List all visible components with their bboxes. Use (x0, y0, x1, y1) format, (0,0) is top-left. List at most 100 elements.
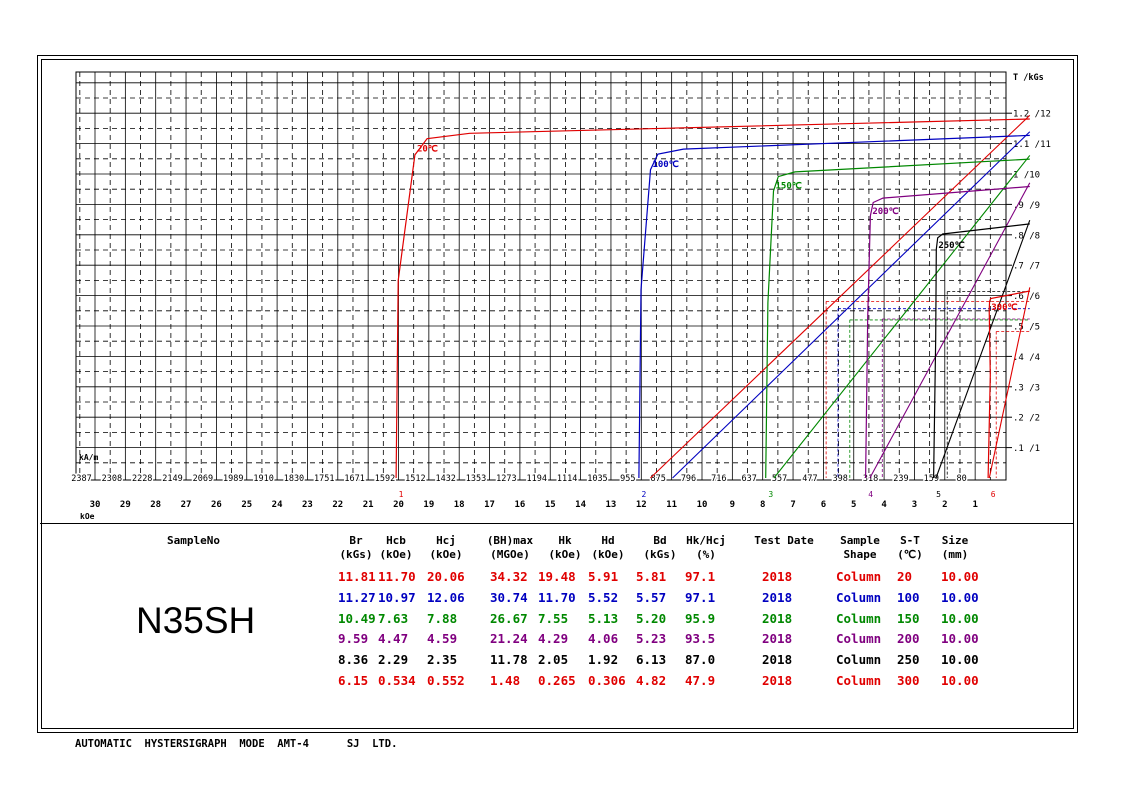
table-cell: 10.00 (941, 589, 979, 605)
table-cell: 10.00 (941, 569, 979, 584)
curve-temp-label: 20℃ (417, 144, 438, 155)
column-header: Sample Shape (830, 534, 890, 562)
x-tick-label-koe: 3 (912, 500, 917, 510)
column-header-unit: (kOe) (548, 548, 582, 561)
y-tick-label: .5 /5 (1013, 323, 1040, 333)
table-cell: Column (836, 673, 882, 688)
x-tick-label-koe: 10 (697, 500, 708, 510)
x-tick-label-kam: 477 (802, 474, 817, 484)
y-tick-label: .3 /3 (1013, 383, 1040, 393)
table-cell: 5.20 (636, 610, 667, 626)
table-cell: 2.29 (378, 652, 409, 668)
x-tick-label-koe: 23 (302, 500, 313, 510)
x-tick-label-koe: 28 (150, 500, 161, 510)
column-header-name: Size (941, 534, 969, 547)
x-tick-label-koe: 5 (851, 500, 856, 510)
sample-no-header: SampleNo (167, 534, 220, 547)
curve-j-2 (638, 134, 1030, 479)
column-header: Hk (kOe) (542, 534, 588, 562)
x-tick-label-kam: 716 (711, 474, 726, 484)
table-cell: 20 (897, 569, 913, 584)
x-tick-label-koe: 8 (760, 500, 765, 510)
table-cell: Column (836, 652, 882, 668)
curve-b-3 (773, 155, 1031, 479)
x-tick-label-koe: 19 (423, 500, 434, 510)
table-cell: 4.29 (538, 631, 569, 647)
table-cell: 10.49 (338, 610, 376, 626)
table-cell: 2018 (762, 652, 793, 668)
table-cell: 6.13 (636, 652, 667, 668)
table-cell: 2018 (762, 673, 793, 688)
x-tick-label-kam: 2308 (102, 474, 122, 484)
curve-j-5 (933, 223, 1030, 479)
curve-j-1 (395, 118, 1030, 479)
curve-temp-label: 300℃ (991, 302, 1017, 313)
column-header-name: Hcb (386, 534, 406, 547)
table-cell: 11.27 (338, 589, 376, 605)
column-header: S-T (℃) (892, 534, 928, 562)
table-cell: 2.35 (427, 652, 458, 668)
x-tick-label-kam: 1989 (223, 474, 243, 484)
plot-area-frame (75, 71, 1007, 481)
curve-marker-number: 1 (399, 490, 404, 499)
x-tick-label-koe: 4 (881, 500, 887, 510)
table-cell: Column (836, 589, 882, 605)
curve-temp-label: 100℃ (652, 159, 678, 170)
column-header-unit: (kOe) (379, 548, 413, 561)
y-tick-label: .7 /7 (1013, 262, 1040, 272)
x-tick-label-kam: 1432 (435, 474, 455, 484)
curve-b-1 (650, 114, 1031, 479)
table-cell: 4.47 (378, 631, 409, 647)
table-cell: 47.9 (685, 673, 716, 688)
table-cell: Column (836, 631, 882, 647)
x-tick-label-kam: 1114 (557, 474, 577, 484)
x-tick-label-kam: 1751 (314, 474, 334, 484)
x-tick-label-koe: 2 (942, 500, 947, 510)
column-header: Br (kGs) (333, 534, 379, 562)
table-cell: 7.63 (378, 610, 409, 626)
table-cell: 2018 (762, 610, 793, 626)
curve-j-3 (765, 158, 1030, 479)
x-tick-label-kam: 955 (620, 474, 635, 484)
table-cell: 2018 (762, 569, 793, 584)
table-cell: 5.23 (636, 631, 667, 647)
curve-j-4 (865, 185, 1030, 479)
table-cell: 87.0 (685, 652, 716, 668)
column-header-name: Hk/Hcj (686, 534, 726, 547)
curve-temp-label: 200℃ (872, 206, 898, 217)
column-header-unit: (kOe) (429, 548, 463, 561)
table-cell: 5.91 (588, 569, 619, 584)
x-tick-label-kam: 1512 (405, 474, 425, 484)
table-cell: Column (836, 569, 882, 584)
x-tick-label-kam: 1592 (375, 474, 395, 484)
table-separator (40, 523, 1074, 524)
y-tick-label: .2 /2 (1013, 414, 1040, 424)
x-tick-label-kam: 80 (957, 474, 967, 484)
curve-temp-label: 150℃ (776, 181, 802, 192)
table-cell: 0.552 (427, 673, 465, 688)
x-tick-label-kam: 2149 (162, 474, 182, 484)
table-cell: 4.59 (427, 631, 458, 647)
x-tick-label-koe: 16 (514, 500, 525, 510)
y-tick-label: .8 /8 (1013, 231, 1040, 241)
table-cell: 300 (897, 673, 920, 688)
column-header-unit: (kGs) (643, 548, 677, 561)
curve-b-2 (672, 131, 1031, 479)
table-cell: 2018 (762, 589, 793, 605)
curve-b-5 (935, 220, 1031, 479)
table-cell: 9.59 (338, 631, 369, 647)
table-cell: 1.48 (490, 673, 521, 688)
table-cell: 11.78 (490, 652, 528, 668)
table-cell: 30.74 (490, 589, 528, 605)
x-tick-label-koe: 17 (484, 500, 495, 510)
curve-marker-number: 5 (936, 490, 941, 499)
x-tick-label-kam: 1273 (496, 474, 516, 484)
table-cell: 19.48 (538, 569, 576, 584)
x-tick-label-koe: 30 (90, 500, 101, 510)
x-tick-label-koe: 18 (454, 500, 465, 510)
x-tick-label-kam: 1830 (284, 474, 304, 484)
table-cell: 20.06 (427, 569, 465, 584)
x-tick-label-kam: 1194 (527, 474, 547, 484)
curve-temp-label: 250℃ (938, 240, 964, 251)
table-cell: 34.32 (490, 569, 528, 584)
